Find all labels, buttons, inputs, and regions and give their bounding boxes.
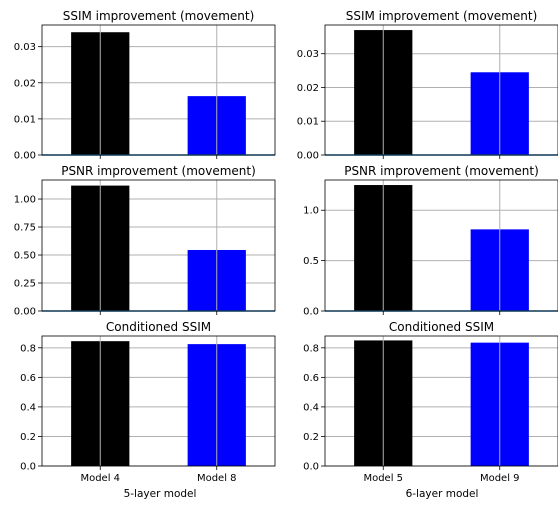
x-tick-label: Model 4 [80, 473, 120, 484]
y-tick-label: 0.0 [303, 307, 319, 318]
y-tick-label: 0.00 [14, 307, 36, 318]
chart-title: Conditioned SSIM [389, 320, 494, 334]
y-tick-label: 0.0 [303, 462, 319, 473]
y-tick-label: 0.6 [303, 373, 319, 384]
x-axis-label-right: 6-layer model [406, 488, 479, 500]
y-tick-label: 0.03 [297, 49, 319, 60]
axes-frame [41, 179, 276, 312]
chart-panel-2: SSIM improvement (movement) 0.00 0.01 0.02 0… [297, 9, 558, 162]
y-tick-label: 0.02 [14, 78, 36, 89]
y-tick-label: 0.5 [303, 256, 319, 267]
y-tick-label: 0.03 [14, 42, 36, 53]
y-tick-label: 0.00 [297, 151, 319, 162]
y-tick-label: 0.01 [14, 114, 36, 125]
chart-title: SSIM improvement (movement) [346, 9, 538, 23]
y-tick-label: 0.8 [303, 343, 319, 354]
x-tick-label: Model 5 [363, 473, 403, 484]
axes-frame [324, 179, 558, 312]
y-tick-label: 0.8 [20, 343, 36, 354]
y-tick-label: 0.2 [20, 432, 36, 443]
axes-frame [324, 24, 558, 156]
y-tick-label: 0.75 [14, 223, 36, 234]
y-tick-label: 0.02 [297, 83, 319, 94]
chart-title: Conditioned SSIM [106, 320, 211, 334]
y-tick-label: 0.6 [20, 373, 36, 384]
y-tick-label: 0.2 [303, 432, 319, 443]
axes-frame [324, 335, 558, 467]
y-tick-label: 0.01 [297, 117, 319, 128]
y-tick-label: 0.25 [14, 279, 36, 290]
y-tick-label: 1.0 [303, 206, 319, 217]
y-tick-label: 1.00 [14, 195, 36, 206]
chart-panel-4: PSNR improvement (movement) 0.0 0.5 1.0 [303, 164, 558, 318]
chart-panel-5: Conditioned SSIM 0.0 0.2 0.4 0.6 0.8 Model 4 Mo… [20, 320, 276, 484]
axes-frame [41, 24, 276, 156]
x-tick-label: Model 8 [197, 473, 237, 484]
y-tick-label: 0.00 [14, 151, 36, 162]
y-tick-label: 0.0 [20, 462, 36, 473]
x-tick-label: Model 9 [480, 473, 520, 484]
y-tick-label: 0.50 [14, 251, 36, 262]
x-axis-label-left: 5-layer model [124, 488, 197, 500]
chart-title: PSNR improvement (movement) [61, 164, 256, 178]
axes-frame [41, 335, 276, 467]
chart-panel-6: Conditioned SSIM 0.0 0.2 0.4 0.6 0.8 Model 5 Mo… [303, 320, 558, 484]
chart-title: SSIM improvement (movement) [63, 9, 255, 23]
y-tick-label: 0.4 [303, 402, 319, 413]
chart-panel-3: PSNR improvement (movement) 0.00 0.25 0.50 0… [14, 164, 276, 318]
chart-panel-1: SSIM improvement (movement) 0.00 0.01 0.02 0… [14, 9, 276, 162]
chart-title: PSNR improvement (movement) [344, 164, 539, 178]
y-tick-label: 0.4 [20, 402, 36, 413]
